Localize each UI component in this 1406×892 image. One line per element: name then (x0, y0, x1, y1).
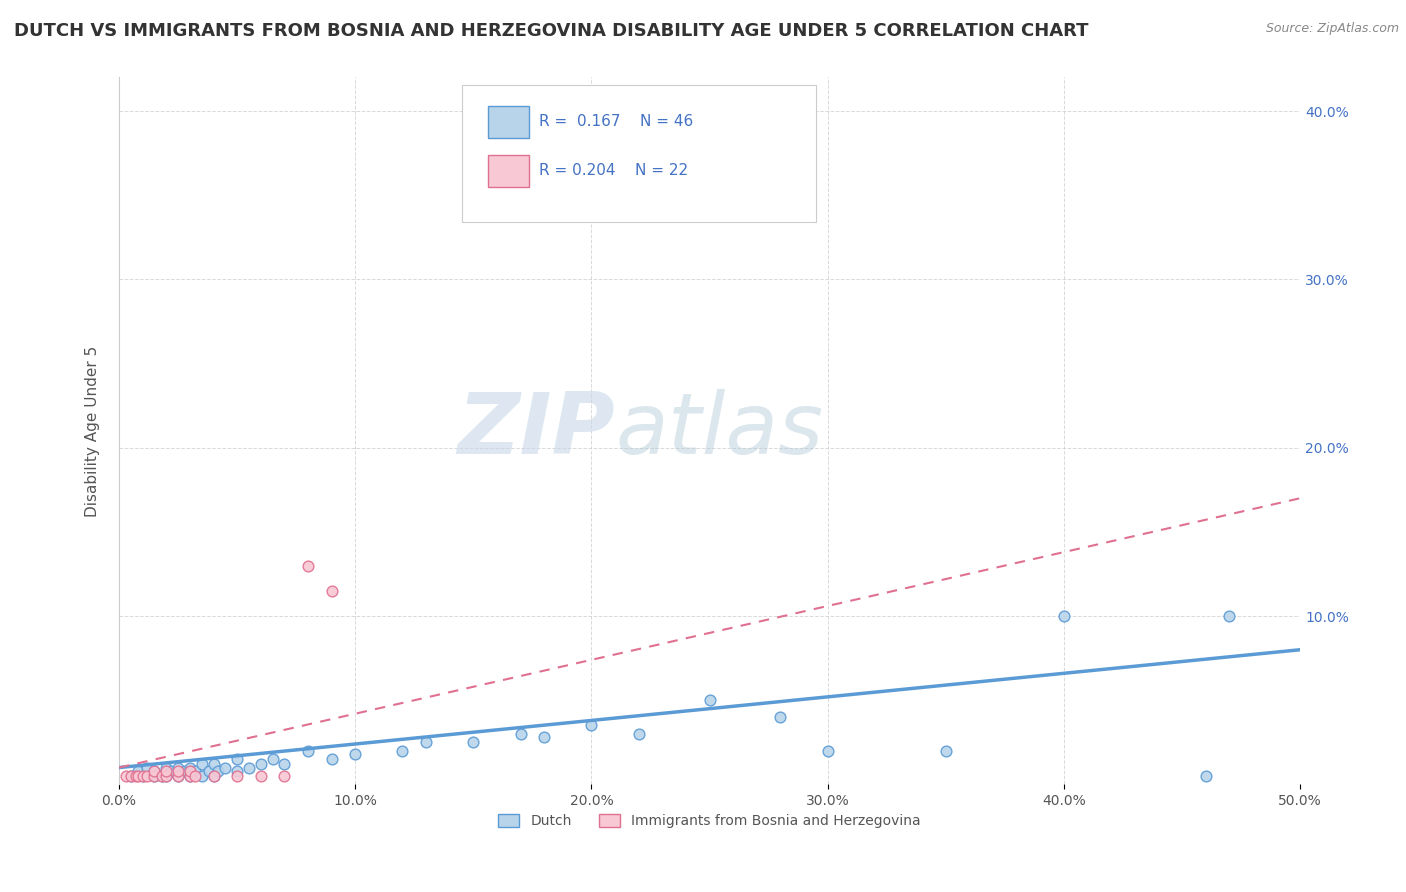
Point (214, 760, 236, 774)
Y-axis label: Disability Age Under 5: Disability Age Under 5 (86, 345, 100, 516)
Point (769, 710, 792, 724)
Point (155, 769, 177, 783)
Point (238, 760, 260, 774)
Text: atlas: atlas (614, 390, 823, 473)
Point (297, 558, 319, 573)
Point (183, 764, 205, 778)
FancyBboxPatch shape (488, 155, 529, 187)
Text: Source: ZipAtlas.com: Source: ZipAtlas.com (1265, 22, 1399, 36)
Text: R =  0.167    N = 46: R = 0.167 N = 46 (540, 114, 693, 128)
Text: ZIP: ZIP (457, 390, 614, 473)
Point (131, 769, 153, 783)
Point (174, 764, 197, 778)
Point (935, 744, 957, 758)
Point (226, 769, 249, 783)
Point (273, 757, 295, 772)
Point (1218, 609, 1240, 624)
Point (463, 735, 485, 749)
Point (344, 747, 367, 761)
Point (533, 731, 555, 745)
Point (167, 760, 190, 774)
Point (143, 769, 166, 783)
Point (198, 764, 221, 778)
Text: R = 0.204    N = 22: R = 0.204 N = 22 (540, 163, 689, 178)
Point (273, 769, 295, 783)
Point (391, 744, 413, 758)
Point (155, 769, 177, 783)
Point (127, 764, 149, 778)
Point (143, 764, 166, 778)
Point (297, 744, 319, 758)
Point (190, 757, 212, 772)
Legend: Dutch, Immigrants from Bosnia and Herzegovina: Dutch, Immigrants from Bosnia and Herzeg… (492, 809, 927, 834)
Point (150, 769, 173, 783)
Point (120, 769, 142, 783)
Point (262, 752, 284, 766)
Point (179, 769, 201, 783)
Point (167, 769, 190, 783)
Point (415, 735, 437, 749)
Point (581, 718, 603, 732)
Point (143, 769, 166, 783)
Point (179, 764, 201, 778)
Point (115, 769, 138, 783)
Point (321, 752, 343, 766)
Point (1053, 609, 1076, 624)
Point (150, 769, 173, 783)
Point (249, 757, 271, 772)
Text: DUTCH VS IMMIGRANTS FROM BOSNIA AND HERZEGOVINA DISABILITY AGE UNDER 5 CORRELATI: DUTCH VS IMMIGRANTS FROM BOSNIA AND HERZ… (14, 22, 1088, 40)
Point (1194, 769, 1216, 783)
Point (155, 764, 177, 778)
Point (179, 760, 201, 774)
Point (131, 769, 153, 783)
Point (817, 744, 839, 758)
Point (627, 727, 650, 741)
Point (226, 764, 249, 778)
Point (136, 760, 159, 774)
Point (699, 693, 721, 707)
Point (226, 752, 249, 766)
Point (207, 764, 229, 778)
Point (190, 769, 212, 783)
Point (167, 769, 190, 783)
Point (202, 769, 225, 783)
Point (321, 583, 343, 598)
Point (124, 769, 146, 783)
FancyBboxPatch shape (488, 106, 529, 137)
Point (160, 764, 183, 778)
Point (202, 769, 225, 783)
Point (167, 764, 190, 778)
Point (155, 760, 177, 774)
Point (509, 727, 531, 741)
Point (202, 757, 225, 772)
Point (136, 769, 159, 783)
FancyBboxPatch shape (461, 85, 815, 222)
Point (249, 769, 271, 783)
Point (183, 769, 205, 783)
Point (120, 769, 142, 783)
Point (179, 769, 201, 783)
Point (143, 764, 166, 778)
Point (127, 769, 149, 783)
